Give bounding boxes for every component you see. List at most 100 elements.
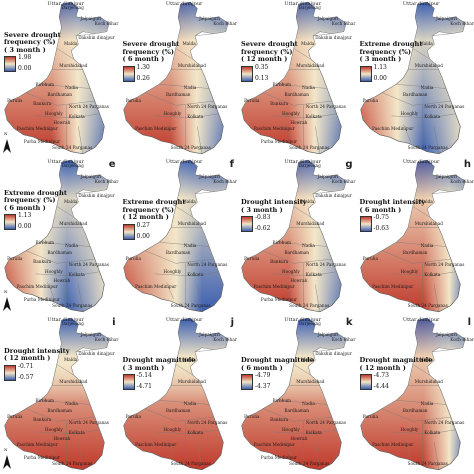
map-panel: Jalpaiguri Koch Bihar Malda Murshidabad Nadi…: [355, 316, 474, 474]
place-label: Hooghly: [400, 268, 419, 274]
place-label: Jalpaiguri: [199, 173, 220, 179]
legend-title: Extreme drought frequency (%) ( 12 month…: [122, 198, 186, 222]
place-label: Koch Bihar: [450, 20, 474, 26]
place-label: Paschim Medinipur: [135, 126, 177, 132]
north-label: N: [4, 447, 8, 452]
legend-swatch: [359, 216, 372, 233]
choropleth-map: [359, 159, 465, 313]
district-boundary: [402, 282, 411, 300]
district-boundary: [412, 100, 451, 106]
north-district-shade: [4, 2, 110, 154]
place-label: Paschim Medinipur: [372, 126, 414, 132]
place-label: Paschim Medinipur: [16, 442, 58, 448]
legend-min-value: -0.63: [373, 225, 389, 233]
place-label: Bardhaman: [47, 407, 73, 413]
place-label: Murshidabad: [59, 221, 88, 227]
district-boundary: [412, 364, 430, 376]
legend-min-value: -4.71: [136, 383, 152, 391]
district-boundary: [293, 100, 332, 106]
district-boundary: [391, 273, 429, 277]
legend-color-bar: -0.75 -0.63: [359, 214, 426, 233]
north-label: N: [4, 289, 8, 294]
top-district-label: Uttar dinajpur: [284, 317, 321, 323]
district-boundary: [433, 126, 439, 154]
place-label: Dakshin dinajpur: [315, 350, 352, 356]
place-label: Purulia: [362, 413, 378, 419]
district-boundary: [56, 48, 74, 60]
panel-letter: g: [345, 159, 353, 170]
district-boundary: [40, 400, 91, 405]
place-label: Darjeeling: [298, 162, 321, 168]
place-label: South 24 Parganas: [289, 145, 330, 151]
district-boundary: [431, 349, 451, 352]
district-boundary: [433, 442, 439, 470]
north-district-shade: [123, 318, 228, 470]
place-label: Bardhaman: [47, 91, 73, 97]
panel-letter: e: [108, 159, 116, 170]
district-boundary: [431, 191, 451, 194]
district-boundary: [35, 431, 74, 435]
place-label: Kolkata: [68, 113, 85, 119]
place-label: Nadia: [65, 243, 78, 249]
legend: Severe drought frequency (%) ( 3 month )…: [4, 31, 61, 73]
legend: Extreme drought frequency (%) ( 12 month…: [122, 198, 186, 240]
place-label: South 24 Parganas: [52, 303, 93, 309]
place-label: Koch Bihar: [213, 20, 237, 26]
legend-title: Severe drought frequency (%) ( 6 month ): [122, 40, 180, 64]
place-label: Purulia: [244, 97, 260, 103]
place-label: Koch Bihar: [213, 178, 237, 184]
district-boundary: [35, 115, 74, 119]
map-panel: Darjeeling Jalpaiguri Koch Bihar Dakshin di…: [237, 0, 356, 158]
legend-swatch: [122, 374, 135, 391]
legend-min-value: -4.37: [255, 383, 271, 391]
place-label: Bankura: [33, 101, 52, 107]
place-label: Purba Medinipur: [260, 139, 297, 145]
place-label: Purba Medinipur: [260, 455, 297, 461]
place-label: Howrah: [53, 436, 71, 442]
district-boundary: [262, 92, 294, 106]
place-label: Howrah: [53, 278, 71, 284]
district-boundary: [165, 282, 174, 300]
district-boundary: [175, 416, 214, 422]
place-label: Jalpaiguri: [436, 15, 457, 21]
legend-swatch: [4, 214, 16, 231]
legend-swatch: [241, 216, 253, 233]
district-boundary: [196, 284, 202, 312]
place-label: Darjeeling: [298, 320, 321, 326]
place-label: Paschim Medinipur: [135, 284, 177, 290]
place-label: Malda: [419, 357, 433, 363]
legend-color-bar: 0.35 0.13: [241, 63, 298, 82]
district-boundary: [272, 273, 311, 277]
district-boundary: [312, 191, 332, 194]
place-label: Nadia: [420, 243, 434, 249]
legend-swatch: [359, 65, 372, 82]
place-label: Murshidabad: [296, 63, 325, 69]
district-boundary: [402, 124, 411, 142]
district-boundary: [284, 440, 292, 458]
district-boundary: [277, 84, 328, 89]
district-boundary: [75, 349, 95, 352]
district-boundary: [47, 440, 55, 458]
place-label: Hooghly: [45, 426, 63, 432]
district-boundary: [277, 400, 328, 405]
place-label: Kolkata: [424, 113, 441, 119]
place-label: Purulia: [244, 255, 260, 261]
place-label: North 24 Parganas: [305, 104, 346, 110]
north-district-shade: [360, 160, 465, 312]
district-boundary: [428, 429, 456, 435]
top-district-label: Uttar dinajpur: [165, 317, 203, 323]
place-label: Bankura: [270, 101, 289, 107]
place-label: Hooghly: [400, 426, 419, 432]
legend: Extreme drought frequency (%) ( 6 month …: [4, 189, 67, 231]
place-label: Nadia: [183, 243, 197, 249]
legend: Severe drought frequency (%) ( 6 month )…: [122, 40, 180, 82]
place-label: Dakshin dinajpur: [315, 34, 352, 40]
place-label: Koch Bihar: [94, 178, 119, 184]
place-label: Malda: [63, 41, 78, 47]
place-label: Birbhum: [35, 398, 55, 404]
top-district-label: Uttar dinajpur: [284, 1, 321, 7]
north-label: N: [4, 131, 8, 136]
place-label: Jalpaiguri: [317, 173, 339, 179]
district-boundary: [381, 408, 413, 422]
legend-max-value: 0.35: [255, 63, 269, 71]
